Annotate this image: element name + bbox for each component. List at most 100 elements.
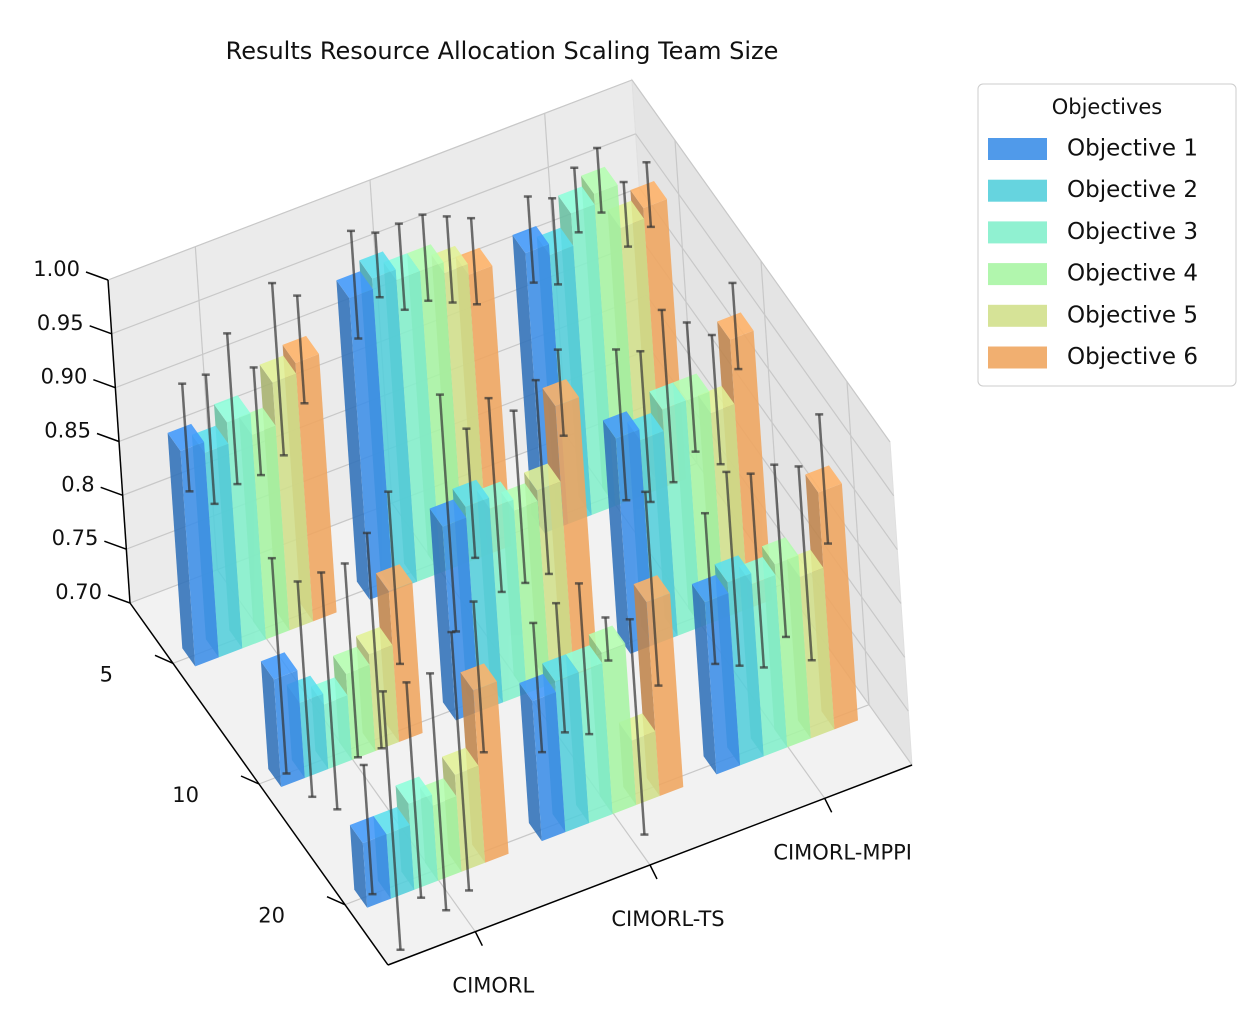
error-stem [604, 617, 610, 661]
error-stem [628, 619, 646, 835]
chart-title: Results Resource Allocation Scaling Team… [226, 37, 779, 65]
bar-front [295, 354, 337, 622]
error-stem [343, 563, 360, 758]
bar-front [730, 330, 772, 609]
error-stem [703, 513, 717, 665]
bar-front [349, 289, 394, 600]
error-stem [397, 223, 406, 310]
bar-front [631, 731, 660, 805]
error-bar [531, 378, 553, 576]
error-stem [225, 333, 239, 485]
error-stem [512, 410, 527, 584]
error-stem [180, 383, 191, 492]
error-stem [465, 428, 477, 558]
z-tick-label: 0.70 [55, 580, 102, 604]
error-stem [405, 682, 423, 898]
error-stem [438, 394, 458, 632]
error-bar [548, 197, 563, 286]
error-stem [450, 631, 471, 891]
x-tick [823, 797, 833, 813]
error-stem [349, 230, 360, 339]
error-bar [746, 472, 768, 669]
bar-front [396, 271, 441, 582]
z-tick [96, 432, 120, 443]
bar [336, 271, 394, 600]
bar-side [260, 661, 282, 787]
error-stem [296, 581, 314, 797]
error-stem [428, 673, 448, 911]
x-tick-label: CIMORL [452, 974, 534, 998]
error-stem [374, 232, 381, 298]
z-tick [85, 271, 109, 281]
error-stem [469, 218, 479, 305]
error-bar [707, 333, 725, 466]
error-bar [657, 308, 678, 484]
error-bar [682, 321, 700, 453]
legend-label: Objective 5 [1067, 302, 1198, 328]
error-bar [570, 166, 583, 234]
error-stem [295, 295, 306, 404]
error-bar [625, 617, 649, 836]
error-stem [725, 471, 741, 666]
error-bar [249, 366, 265, 477]
bar-front [386, 825, 415, 899]
error-bar [728, 281, 743, 371]
legend-swatch [988, 138, 1047, 160]
legend-swatch [988, 346, 1047, 369]
z-tick [93, 378, 116, 389]
error-stem [614, 349, 628, 501]
error-stem [817, 414, 830, 544]
error-bar [394, 222, 409, 312]
error-bar [770, 463, 790, 639]
error-stem [270, 558, 288, 774]
legend-title: Objectives [1052, 95, 1163, 119]
error-stem [554, 603, 567, 733]
error-bar [467, 216, 481, 306]
y-tick [154, 654, 174, 665]
error-stem [773, 464, 788, 638]
legend: Objectives Objective 1 Objective 2 Objectiv… [977, 83, 1237, 387]
legend-label: Objective 1 [1067, 136, 1198, 162]
error-bar [509, 409, 530, 585]
x-tick-label: CIMORL-MPPI [773, 840, 912, 864]
error-bar [642, 161, 655, 229]
error-bar [462, 427, 480, 560]
bar-front [372, 269, 417, 591]
error-bar [641, 490, 663, 687]
grid-line [846, 381, 870, 705]
z-tick [104, 540, 127, 550]
error-bar [378, 690, 405, 952]
error-stem [252, 367, 263, 476]
error-stem [381, 691, 402, 950]
bar-side [512, 235, 545, 533]
error-stem [472, 601, 486, 753]
legend-swatch [988, 221, 1047, 244]
error-bar [574, 582, 594, 736]
error-bar [700, 511, 720, 666]
error-bar [293, 580, 317, 799]
x-tick [649, 864, 658, 880]
error-bar [346, 229, 363, 340]
error-stem [573, 167, 580, 233]
error-bar [442, 215, 457, 304]
bar-side [519, 683, 542, 842]
y-tick [240, 775, 260, 785]
error-bar [484, 396, 506, 594]
error-stem [531, 622, 544, 753]
error-stem [204, 374, 216, 504]
error-bar [402, 681, 426, 899]
error-bar [293, 294, 309, 405]
error-bar [371, 231, 384, 299]
x-tick [474, 931, 484, 947]
bar-front [432, 796, 462, 881]
y-tick-label: 5 [100, 662, 113, 686]
legend-label: Objective 3 [1067, 219, 1198, 245]
z-tick [89, 325, 112, 335]
error-stem [319, 572, 339, 810]
bar-side [336, 280, 370, 600]
legend-label: Objective 4 [1067, 261, 1198, 287]
error-bar [593, 146, 606, 214]
error-bar [722, 470, 744, 667]
error-bar [469, 600, 488, 754]
